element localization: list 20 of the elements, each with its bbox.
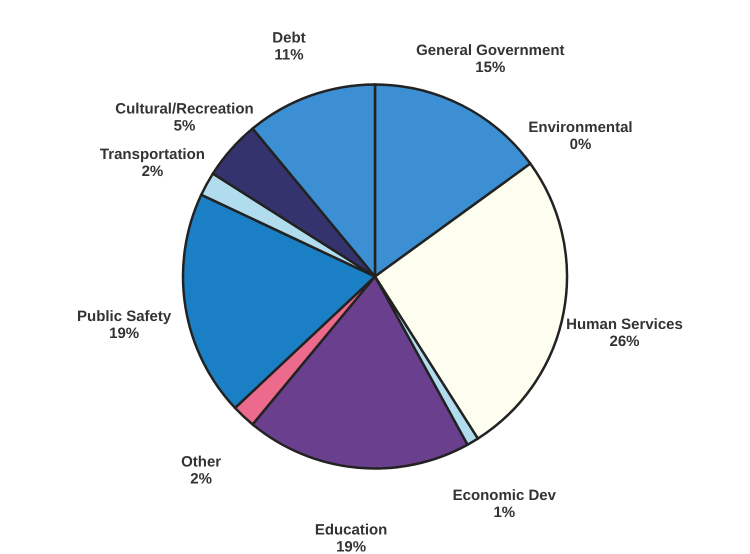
slice-label: Economic Dev <box>452 487 557 504</box>
slice-label: Other <box>181 454 222 471</box>
slice-label: Debt <box>272 30 306 47</box>
data-label: 19% <box>336 538 366 554</box>
data-label: 19% <box>109 325 140 342</box>
text: 0% <box>570 136 592 154</box>
data-label: 11% <box>274 46 304 64</box>
data-label: 26% <box>609 333 640 350</box>
data-label: 1% <box>493 504 516 522</box>
data-label: 5% <box>174 118 196 135</box>
slice-label: Education <box>314 521 388 538</box>
slice-label: Cultural/Recreation <box>115 100 254 118</box>
slice-label: Transportation <box>100 146 205 164</box>
slice-label: General Government <box>416 42 565 60</box>
category-label: Environmental <box>528 119 633 136</box>
slice-label: Public Safety <box>77 308 172 326</box>
data-label: 2% <box>190 470 212 488</box>
data-label: 15% <box>475 59 506 76</box>
slice-label: Human Services <box>566 316 683 334</box>
data-label: 2% <box>142 163 164 180</box>
